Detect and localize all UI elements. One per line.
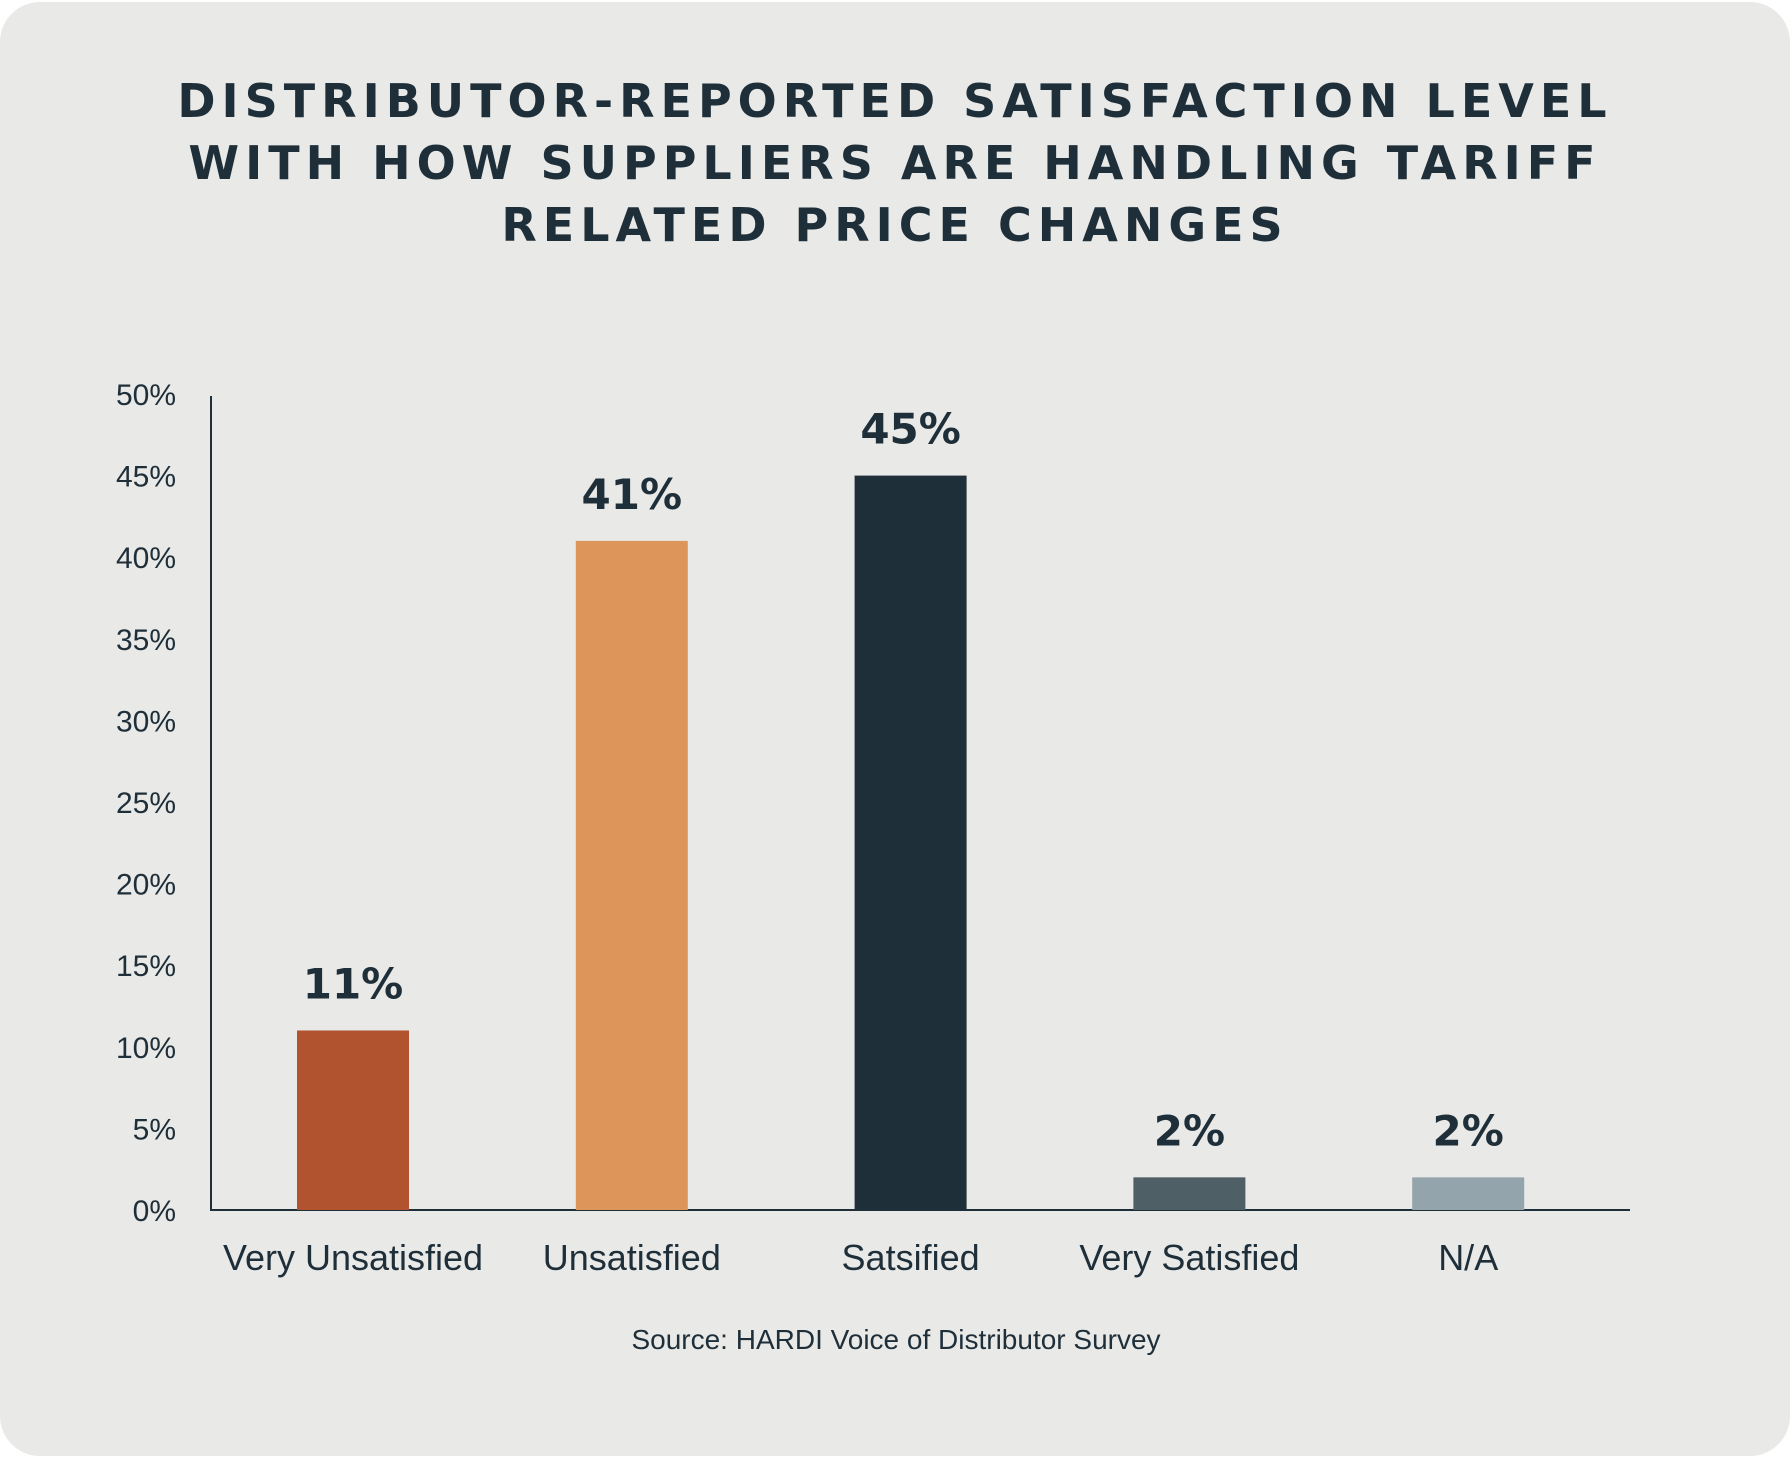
data-label: 11% <box>303 959 404 1008</box>
bar <box>575 540 688 1210</box>
source-note: Source: HARDI Voice of Distributor Surve… <box>631 1324 1161 1355</box>
bar <box>1412 1177 1525 1210</box>
y-tick-label: 50% <box>116 379 176 412</box>
y-tick-labels: 0% 5% 10% 15% 20% 25% 30% 35% 40% 45% 50% <box>116 379 176 1228</box>
category-labels: Very Unsatisfied Unsatisfied Satsified Very… <box>223 1237 1498 1278</box>
category-label: Unsatisfied <box>543 1237 721 1278</box>
y-tick-label: 20% <box>116 869 176 902</box>
data-labels: 11% 41% 45% 2% 2% <box>303 405 1504 1156</box>
bar <box>1133 1177 1246 1210</box>
y-tick-label: 0% <box>133 1195 176 1228</box>
bar <box>297 1030 409 1210</box>
category-label: N/A <box>1438 1237 1498 1278</box>
y-tick-label: 35% <box>116 624 176 657</box>
y-tick-label: 5% <box>133 1113 176 1146</box>
bar-chart: 0% 5% 10% 15% 20% 25% 30% 35% 40% 45% 50% 11% 41% 45… <box>116 379 1630 1278</box>
bars <box>297 475 1525 1211</box>
y-tick-label: 15% <box>116 950 176 983</box>
data-label: 2% <box>1154 1106 1225 1155</box>
category-label: Very Satisfied <box>1079 1237 1299 1278</box>
category-label: Satsified <box>842 1237 980 1278</box>
data-label: 45% <box>860 405 961 454</box>
data-label: 41% <box>582 470 683 519</box>
bar <box>854 475 967 1211</box>
data-label: 2% <box>1433 1106 1504 1155</box>
y-tick-label: 10% <box>116 1032 176 1065</box>
chart-title: DISTRIBUTOR-REPORTED SATISFACTION LEVEL … <box>0 70 1790 256</box>
y-tick-label: 25% <box>116 787 176 820</box>
chart-title-line-1: DISTRIBUTOR-REPORTED SATISFACTION LEVEL <box>177 74 1613 128</box>
y-tick-label: 40% <box>116 542 176 575</box>
chart-title-line-3: RELATED PRICE CHANGES <box>501 198 1289 252</box>
y-tick-label: 30% <box>116 705 176 738</box>
category-label: Very Unsatisfied <box>223 1237 483 1278</box>
y-tick-label: 45% <box>116 461 176 494</box>
chart-title-line-2: WITH HOW SUPPLIERS ARE HANDLING TARIFF <box>188 136 1602 190</box>
